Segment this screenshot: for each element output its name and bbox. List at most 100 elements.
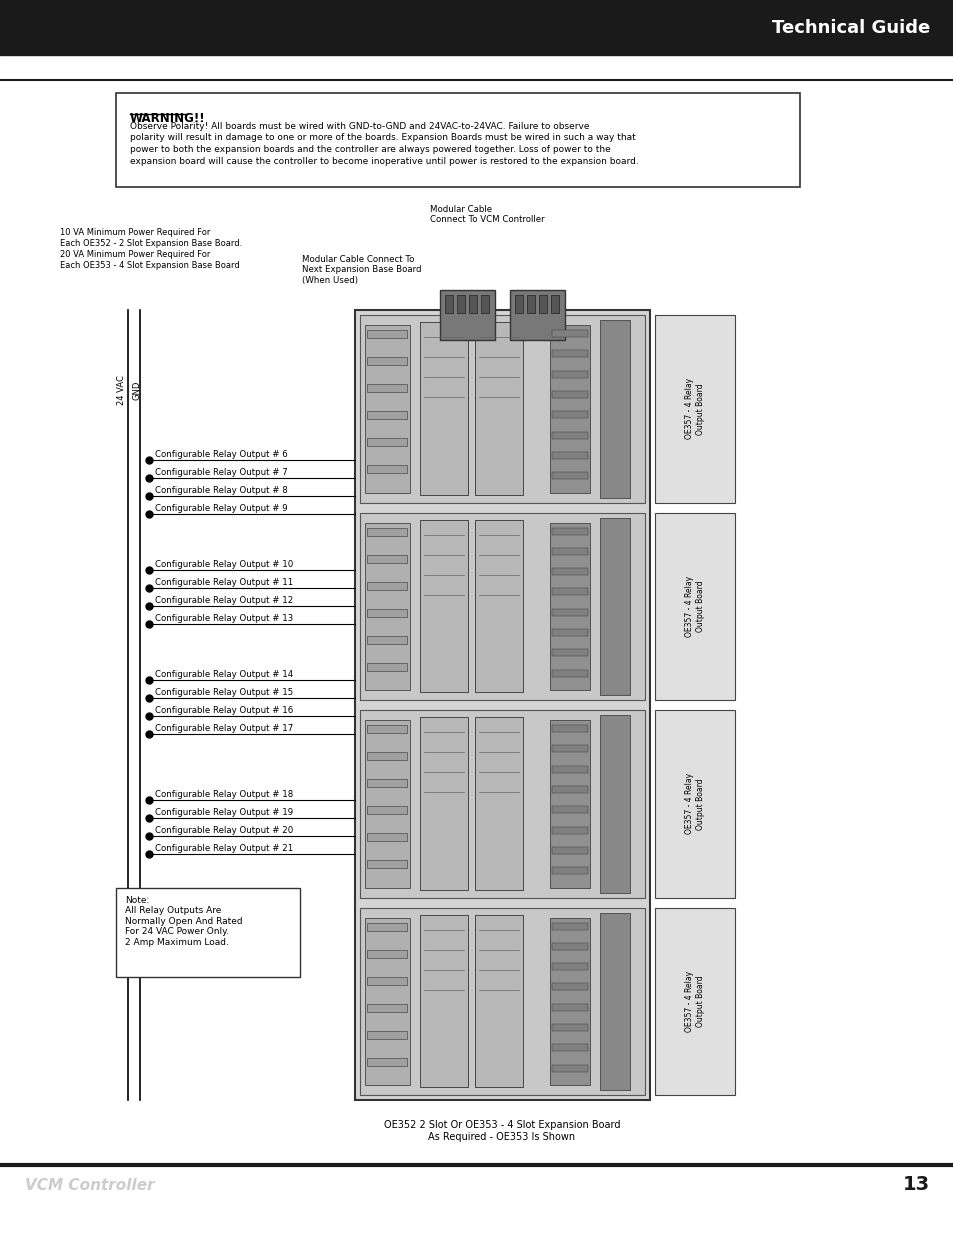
Text: VCM Controller: VCM Controller: [25, 1177, 154, 1193]
Bar: [367, 977, 407, 984]
Bar: [367, 923, 407, 930]
Bar: [552, 806, 587, 814]
Bar: [551, 295, 558, 312]
Text: Configurable Relay Output # 14: Configurable Relay Output # 14: [154, 671, 293, 679]
Text: Configurable Relay Output # 16: Configurable Relay Output # 16: [154, 706, 293, 715]
Text: Configurable Relay Output # 10: Configurable Relay Output # 10: [154, 559, 293, 569]
Text: Configurable Relay Output # 15: Configurable Relay Output # 15: [154, 688, 293, 697]
Bar: [367, 438, 407, 446]
Text: Configurable Relay Output # 19: Configurable Relay Output # 19: [154, 808, 293, 818]
Bar: [367, 609, 407, 616]
Text: Observe Polarity! All boards must be wired with GND-to-GND and 24VAC-to-24VAC. F: Observe Polarity! All boards must be wir…: [130, 122, 589, 131]
Text: polarity will result in damage to one or more of the boards. Expansion Boards mu: polarity will result in damage to one or…: [130, 133, 635, 142]
Bar: [550, 522, 589, 690]
Bar: [515, 295, 522, 312]
Bar: [552, 669, 587, 677]
Bar: [359, 710, 644, 898]
Text: Technical Guide: Technical Guide: [771, 19, 929, 37]
Text: Configurable Relay Output # 13: Configurable Relay Output # 13: [154, 614, 293, 622]
Text: Configurable Relay Output # 21: Configurable Relay Output # 21: [154, 844, 293, 853]
Bar: [365, 918, 410, 1086]
Bar: [655, 908, 734, 1095]
Bar: [359, 908, 644, 1095]
Bar: [475, 914, 522, 1087]
Bar: [367, 663, 407, 671]
Bar: [552, 588, 587, 595]
Bar: [655, 315, 734, 503]
Bar: [367, 1004, 407, 1011]
Bar: [475, 520, 522, 692]
Bar: [444, 295, 453, 312]
Bar: [510, 290, 564, 340]
Text: OE357 - 4 Relay
Output Board: OE357 - 4 Relay Output Board: [684, 378, 704, 440]
Text: Configurable Relay Output # 9: Configurable Relay Output # 9: [154, 504, 287, 513]
Bar: [469, 295, 476, 312]
Bar: [367, 384, 407, 393]
Text: Configurable Relay Output # 20: Configurable Relay Output # 20: [154, 826, 293, 835]
Text: 10 VA Minimum Power Required For: 10 VA Minimum Power Required For: [60, 228, 211, 237]
Bar: [475, 718, 522, 889]
Text: OE357 - 4 Relay
Output Board: OE357 - 4 Relay Output Board: [684, 971, 704, 1031]
Text: OE357 - 4 Relay
Output Board: OE357 - 4 Relay Output Board: [684, 576, 704, 637]
Bar: [599, 715, 629, 893]
Bar: [552, 411, 587, 419]
Text: Configurable Relay Output # 6: Configurable Relay Output # 6: [154, 450, 288, 459]
Text: Modular Cable Connect To
Next Expansion Base Board
(When Used): Modular Cable Connect To Next Expansion …: [302, 254, 421, 285]
Bar: [367, 527, 407, 536]
Text: Configurable Relay Output # 8: Configurable Relay Output # 8: [154, 487, 288, 495]
FancyBboxPatch shape: [116, 888, 299, 977]
Bar: [367, 779, 407, 787]
Bar: [439, 290, 495, 340]
Bar: [359, 513, 644, 700]
Bar: [552, 785, 587, 793]
Bar: [552, 847, 587, 853]
Bar: [480, 295, 489, 312]
Bar: [419, 718, 468, 889]
Bar: [552, 431, 587, 438]
Bar: [552, 629, 587, 636]
Bar: [475, 322, 522, 494]
Bar: [550, 325, 589, 493]
Bar: [526, 295, 535, 312]
Bar: [552, 923, 587, 930]
Bar: [552, 452, 587, 459]
Bar: [599, 913, 629, 1091]
Bar: [550, 720, 589, 888]
Bar: [552, 609, 587, 616]
Bar: [552, 548, 587, 555]
Bar: [538, 295, 546, 312]
Bar: [367, 330, 407, 338]
Text: 13: 13: [902, 1176, 929, 1194]
Bar: [365, 325, 410, 493]
Bar: [552, 867, 587, 874]
Text: Modular Cable
Connect To VCM Controller: Modular Cable Connect To VCM Controller: [430, 205, 544, 225]
Bar: [655, 710, 734, 898]
Bar: [367, 834, 407, 841]
Bar: [355, 310, 649, 1100]
Bar: [655, 513, 734, 700]
Bar: [367, 861, 407, 868]
Bar: [367, 466, 407, 473]
Text: Configurable Relay Output # 11: Configurable Relay Output # 11: [154, 578, 293, 587]
Bar: [552, 983, 587, 990]
Bar: [552, 330, 587, 337]
Bar: [419, 520, 468, 692]
Bar: [552, 650, 587, 656]
Bar: [367, 1058, 407, 1066]
Bar: [367, 555, 407, 563]
Text: Configurable Relay Output # 17: Configurable Relay Output # 17: [154, 724, 293, 734]
Bar: [367, 411, 407, 419]
Bar: [552, 1024, 587, 1031]
Bar: [365, 522, 410, 690]
Bar: [552, 527, 587, 535]
Bar: [367, 357, 407, 366]
Bar: [552, 725, 587, 732]
Bar: [552, 766, 587, 773]
Bar: [552, 942, 587, 950]
Text: expansion board will cause the controller to become inoperative until power is r: expansion board will cause the controlle…: [130, 157, 639, 165]
Text: 20 VA Minimum Power Required For: 20 VA Minimum Power Required For: [60, 249, 211, 259]
Bar: [367, 1031, 407, 1039]
Bar: [599, 320, 629, 498]
Text: OE357 - 4 Relay
Output Board: OE357 - 4 Relay Output Board: [684, 773, 704, 835]
Text: 24 VAC: 24 VAC: [117, 375, 127, 405]
